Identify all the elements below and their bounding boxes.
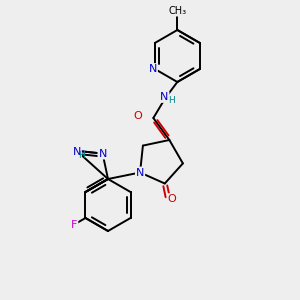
- Text: H: H: [78, 152, 85, 160]
- Text: N: N: [98, 148, 107, 159]
- Text: N: N: [73, 147, 81, 157]
- Text: O: O: [168, 194, 176, 204]
- Text: CH₃: CH₃: [168, 6, 186, 16]
- Text: N: N: [136, 167, 144, 178]
- Text: H: H: [168, 97, 175, 106]
- Text: N: N: [149, 64, 157, 74]
- Text: O: O: [133, 111, 142, 121]
- Text: F: F: [71, 220, 77, 230]
- Text: N: N: [160, 92, 169, 102]
